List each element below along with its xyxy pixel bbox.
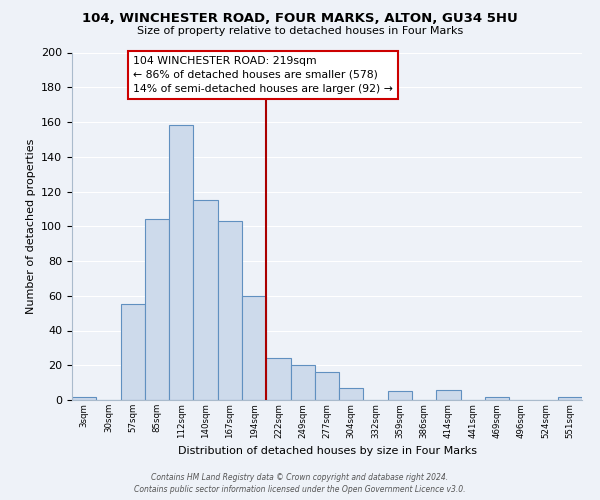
- Bar: [339, 388, 364, 400]
- Bar: [242, 296, 266, 400]
- Bar: [193, 200, 218, 400]
- Text: Size of property relative to detached houses in Four Marks: Size of property relative to detached ho…: [137, 26, 463, 36]
- Bar: [121, 304, 145, 400]
- X-axis label: Distribution of detached houses by size in Four Marks: Distribution of detached houses by size …: [178, 446, 476, 456]
- Text: 104, WINCHESTER ROAD, FOUR MARKS, ALTON, GU34 5HU: 104, WINCHESTER ROAD, FOUR MARKS, ALTON,…: [82, 12, 518, 26]
- Bar: [72, 396, 96, 400]
- Bar: [436, 390, 461, 400]
- Text: Contains HM Land Registry data © Crown copyright and database right 2024.
Contai: Contains HM Land Registry data © Crown c…: [134, 472, 466, 494]
- Bar: [388, 392, 412, 400]
- Bar: [485, 396, 509, 400]
- Y-axis label: Number of detached properties: Number of detached properties: [26, 138, 35, 314]
- Bar: [558, 396, 582, 400]
- Text: 104 WINCHESTER ROAD: 219sqm
← 86% of detached houses are smaller (578)
14% of se: 104 WINCHESTER ROAD: 219sqm ← 86% of det…: [133, 56, 393, 94]
- Bar: [169, 126, 193, 400]
- Bar: [266, 358, 290, 400]
- Bar: [290, 365, 315, 400]
- Bar: [145, 220, 169, 400]
- Bar: [315, 372, 339, 400]
- Bar: [218, 221, 242, 400]
